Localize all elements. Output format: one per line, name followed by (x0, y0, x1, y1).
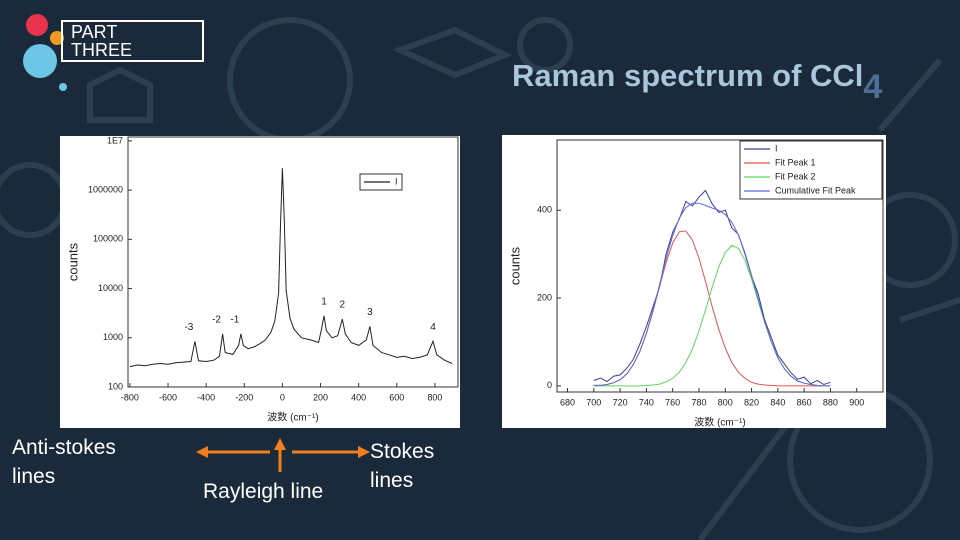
legend-label: I (395, 176, 398, 186)
x-tick-label: -200 (235, 392, 253, 402)
y-tick-label: 100 (108, 381, 123, 391)
y-tick-label: 1000000 (88, 184, 123, 194)
y-tick-label: 0 (547, 380, 552, 390)
peak-label: -1 (230, 315, 239, 326)
y-tick-label: 200 (537, 292, 552, 302)
legend-label: Fit Peak 2 (775, 171, 816, 181)
x-tick-label: 200 (313, 392, 328, 402)
peak-label: 4 (430, 322, 436, 333)
plot-frame (127, 136, 459, 388)
plot-frame (556, 139, 884, 393)
series-line (593, 189, 831, 386)
peak-label: 2 (339, 300, 345, 311)
x-tick-label: 0 (280, 392, 285, 402)
y-tick-label: 100000 (93, 234, 123, 244)
x-tick-label: 400 (351, 392, 366, 402)
x-tick-label: 700 (586, 397, 601, 407)
x-tick-label: 820 (744, 397, 759, 407)
y-tick-label: 400 (537, 205, 552, 215)
stokes-label: Stokes lines (370, 440, 435, 492)
y-tick-label: 1E7 (107, 135, 123, 145)
title-subscript: 4 (863, 68, 883, 106)
legend-label: Cumulative Fit Peak (775, 185, 856, 195)
dot-orange (50, 31, 64, 45)
dot-blue (23, 44, 57, 78)
y-tick-label: 10000 (98, 283, 123, 293)
x-tick-label: 860 (797, 397, 812, 407)
rayleigh-label: Rayleigh line (203, 480, 324, 503)
section-box: PART THREE (61, 20, 204, 62)
x-tick-label: 800 (427, 392, 442, 402)
y-axis-label: counts (65, 242, 80, 281)
slide-title: Raman spectrum of CCl4 (512, 58, 882, 107)
x-tick-label: -600 (159, 392, 177, 402)
x-tick-label: 780 (691, 397, 706, 407)
series-line (129, 168, 453, 368)
x-tick-label: 680 (560, 397, 575, 407)
peak-label: 3 (367, 307, 373, 318)
x-tick-label: 800 (718, 397, 733, 407)
x-axis-label: 波数 (cm⁻¹) (267, 411, 318, 424)
x-tick-label: 600 (389, 392, 404, 402)
anti-stokes-label: Anti-stokes lines (12, 436, 116, 488)
peak-label: 1 (321, 296, 327, 307)
title-text: Raman spectrum of CCl (512, 58, 864, 93)
peak-label: -2 (212, 315, 221, 326)
legend-label: I (775, 143, 778, 153)
x-tick-label: 720 (613, 397, 628, 407)
series-line (593, 202, 831, 387)
x-tick-label: 880 (823, 397, 838, 407)
dot-red (26, 14, 48, 36)
y-axis-label: counts (507, 246, 522, 285)
section-label: PART THREE (71, 22, 133, 60)
x-axis-label: 波数 (cm⁻¹) (694, 416, 745, 429)
x-tick-label: -400 (197, 392, 215, 402)
x-tick-label: 840 (770, 397, 785, 407)
peak-label: -3 (184, 322, 193, 333)
x-tick-label: 760 (665, 397, 680, 407)
legend-label: Fit Peak 1 (775, 157, 816, 167)
y-tick-label: 1000 (103, 332, 123, 342)
x-tick-label: 740 (639, 397, 654, 407)
x-tick-label: -800 (121, 392, 139, 402)
arrows (196, 438, 370, 472)
x-tick-label: 900 (849, 397, 864, 407)
dot-small (59, 83, 67, 91)
legend-box (739, 140, 883, 200)
